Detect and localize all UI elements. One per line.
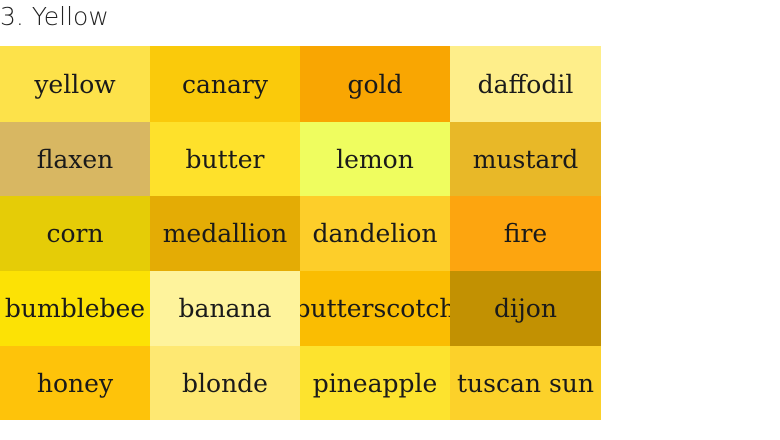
swatch-label: daffodil	[477, 69, 574, 99]
swatch-lemon: lemon	[300, 122, 450, 196]
swatch-dandelion: dandelion	[300, 196, 450, 271]
swatch-medallion: medallion	[150, 196, 300, 271]
swatch-label: mustard	[472, 144, 579, 174]
swatch-butter: butter	[150, 122, 300, 196]
swatch-blonde: blonde	[150, 346, 300, 420]
swatch-banana: banana	[150, 271, 300, 346]
swatch-label: bumblebee	[4, 294, 146, 323]
swatch-label: dijon	[494, 294, 557, 323]
swatch-label: butterscotch	[300, 294, 450, 323]
swatch-label: gold	[347, 69, 403, 99]
swatch-label: pineapple	[312, 368, 438, 398]
swatch-honey: honey	[0, 346, 150, 420]
swatch-gold: gold	[300, 46, 450, 122]
swatch-mustard: mustard	[450, 122, 601, 196]
swatch-label: corn	[46, 219, 104, 248]
swatch-daffodil: daffodil	[450, 46, 601, 122]
swatch-label: canary	[182, 69, 268, 99]
swatch-butterscotch: butterscotch	[300, 271, 450, 346]
swatch-label: medallion	[162, 219, 288, 248]
section-heading: 3. Yellow	[0, 2, 109, 31]
swatch-label: lemon	[336, 144, 414, 174]
swatch-label: tuscan sun	[457, 368, 594, 398]
swatch-label: honey	[36, 368, 114, 398]
swatch-corn: corn	[0, 196, 150, 271]
color-swatch-grid: yellow canary gold daffodil flaxen butte…	[0, 46, 601, 420]
swatch-label: butter	[185, 144, 265, 174]
swatch-tuscan-sun: tuscan sun	[450, 346, 601, 420]
swatch-flaxen: flaxen	[0, 122, 150, 196]
swatch-label: flaxen	[36, 144, 114, 174]
swatch-label: banana	[178, 294, 272, 323]
swatch-canary: canary	[150, 46, 300, 122]
swatch-fire: fire	[450, 196, 601, 271]
swatch-label: yellow	[34, 69, 116, 99]
swatch-dijon: dijon	[450, 271, 601, 346]
swatch-label: blonde	[182, 368, 268, 398]
swatch-bumblebee: bumblebee	[0, 271, 150, 346]
swatch-pineapple: pineapple	[300, 346, 450, 420]
swatch-label: fire	[503, 219, 548, 248]
swatch-yellow: yellow	[0, 46, 150, 122]
swatch-label: dandelion	[312, 219, 438, 248]
